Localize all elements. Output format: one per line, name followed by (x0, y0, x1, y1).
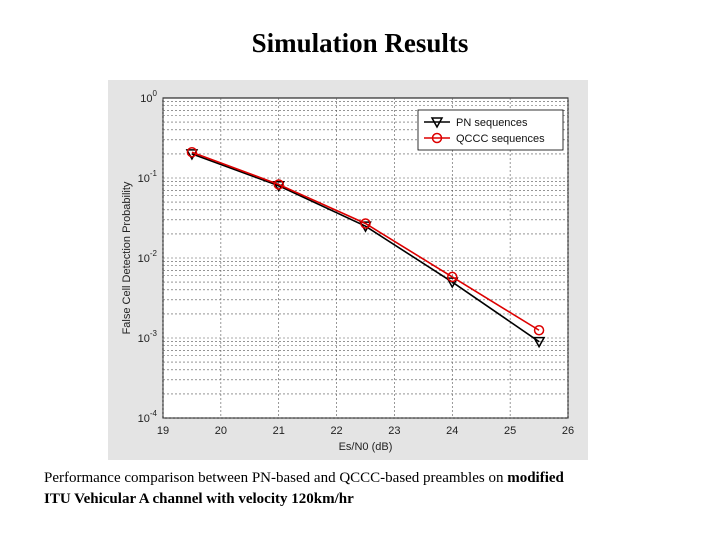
circle-marker (431, 132, 443, 144)
caption-bold-channel: ITU Vehicular A channel with velocity 12… (44, 491, 354, 507)
series-group (185, 146, 546, 349)
series-line (191, 151, 540, 331)
circle-marker (447, 271, 458, 283)
x-tick-label: 26 (562, 425, 574, 437)
triangle-marker (446, 277, 459, 289)
y-tick-label: 10-4 (138, 409, 158, 425)
chart-svg: 19 20 21 22 23 24 25 26 100 10-1 10-2 10-3 10-4 PN s… (121, 89, 575, 453)
y-tick-label: 100 (140, 89, 157, 105)
circle-marker (533, 324, 545, 336)
x-tick-label: 24 (446, 425, 458, 437)
caption-text: Performance comparison between PN-based … (44, 470, 508, 486)
circle-marker (186, 146, 198, 158)
series-line (191, 153, 540, 343)
triangle-marker (532, 336, 546, 349)
grid-lines (162, 98, 569, 419)
slide-caption: Performance comparison between PN-based … (44, 468, 684, 510)
tick-labels: 19 20 21 22 23 24 25 26 100 10-1 10-2 10-3 10-4 (138, 89, 575, 437)
x-tick-label: 20 (215, 425, 227, 437)
slide-title: Simulation Results (251, 28, 469, 58)
x-tick-label: 25 (504, 425, 516, 437)
triangle-marker (185, 149, 199, 161)
y-tick-label: 10-2 (138, 249, 158, 265)
x-tick-label: 21 (273, 425, 285, 437)
x-tick-label: 23 (388, 425, 400, 437)
chart-figure: 19 20 21 22 23 24 25 26 100 10-1 10-2 10-3 10-4 PN s… (108, 80, 588, 460)
x-axis-label: Es/N0 (dB) (339, 441, 393, 453)
triangle-marker (430, 117, 444, 129)
legend-label: PN sequences (456, 117, 528, 129)
legend-label: QCCC sequences (456, 133, 545, 145)
x-tick-label: 19 (157, 425, 169, 437)
y-tick-label: 10-3 (138, 329, 158, 345)
y-axis-label: False Cell Detection Probability (121, 181, 133, 334)
circle-marker (360, 218, 371, 229)
legend-box (417, 109, 564, 151)
y-tick-label: 10-1 (138, 169, 158, 185)
legend: PN sequences QCCC sequences (417, 109, 564, 151)
circle-marker (273, 179, 284, 190)
caption-bold-modified: modified (507, 470, 564, 486)
x-tick-label: 22 (330, 425, 342, 437)
